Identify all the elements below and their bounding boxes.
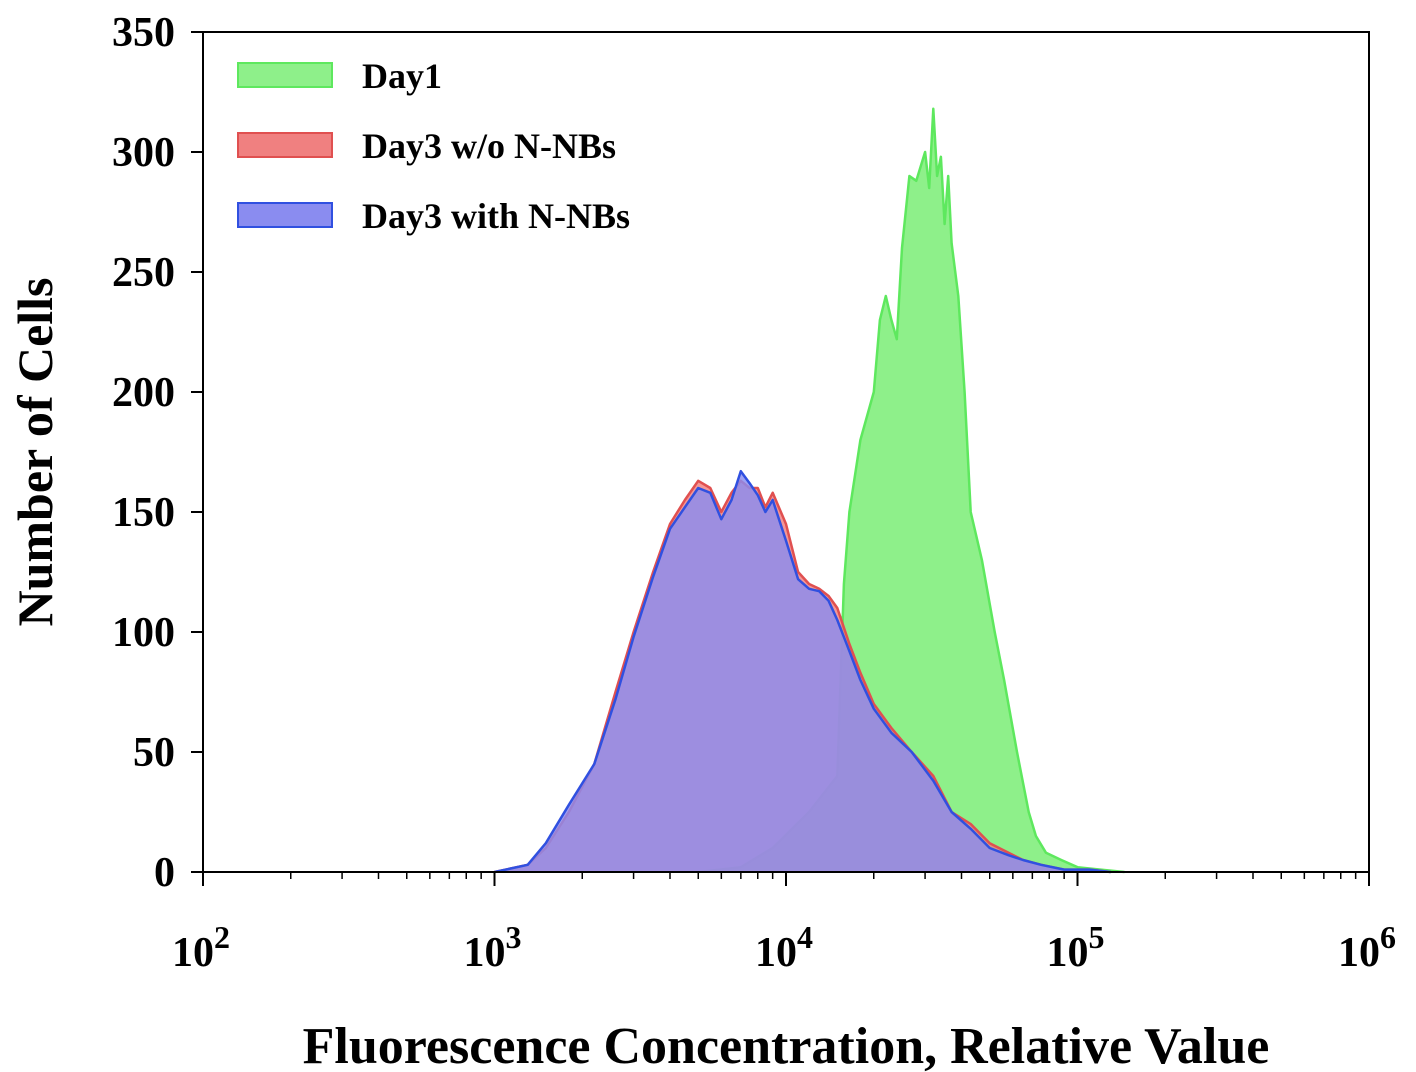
y-tick-label: 350 — [112, 10, 175, 56]
series-layer — [494, 107, 1125, 874]
y-tick-label: 0 — [154, 850, 175, 896]
x-tick-label: 105 — [1047, 919, 1105, 976]
y-tick-label: 250 — [112, 250, 175, 296]
series-line-1 — [698, 107, 1125, 874]
x-axis-title: Fluorescence Concentration, Relative Val… — [303, 1018, 1270, 1072]
y-axis-title: Number of Cells — [7, 277, 63, 626]
axis-ticks — [191, 31, 1370, 886]
legend: Day1 Day3 w/o N-NBs Day3 with N-NBs — [237, 56, 630, 236]
x-tick-label: 102 — [172, 919, 230, 976]
x-tick-label: 104 — [755, 919, 813, 976]
series-area-3 — [494, 471, 1111, 872]
x-tick-label: 103 — [464, 919, 522, 976]
legend-swatch-1 — [237, 62, 333, 88]
y-tick-label: 100 — [112, 610, 175, 656]
y-tick-labels: 0 50 100 150 200 250 300 350 — [112, 10, 175, 896]
y-tick-label: 300 — [112, 130, 175, 176]
y-tick-label: 150 — [112, 490, 175, 536]
y-tick-label: 200 — [112, 370, 175, 416]
legend-label-3: Day3 with N-NBs — [362, 196, 630, 236]
series-line-2 — [494, 479, 1111, 874]
y-tick-label: 50 — [133, 730, 175, 776]
series-line-3 — [494, 469, 1111, 874]
x-tick-labels: 102 103 104 105 106 — [172, 919, 1396, 976]
series-area-1 — [698, 108, 1125, 873]
legend-label-2: Day3 w/o N-NBs — [362, 126, 616, 166]
legend-swatch-2 — [237, 132, 333, 158]
legend-swatch-3 — [237, 202, 333, 228]
legend-label-1: Day1 — [362, 56, 442, 96]
x-tick-label: 106 — [1338, 919, 1396, 976]
